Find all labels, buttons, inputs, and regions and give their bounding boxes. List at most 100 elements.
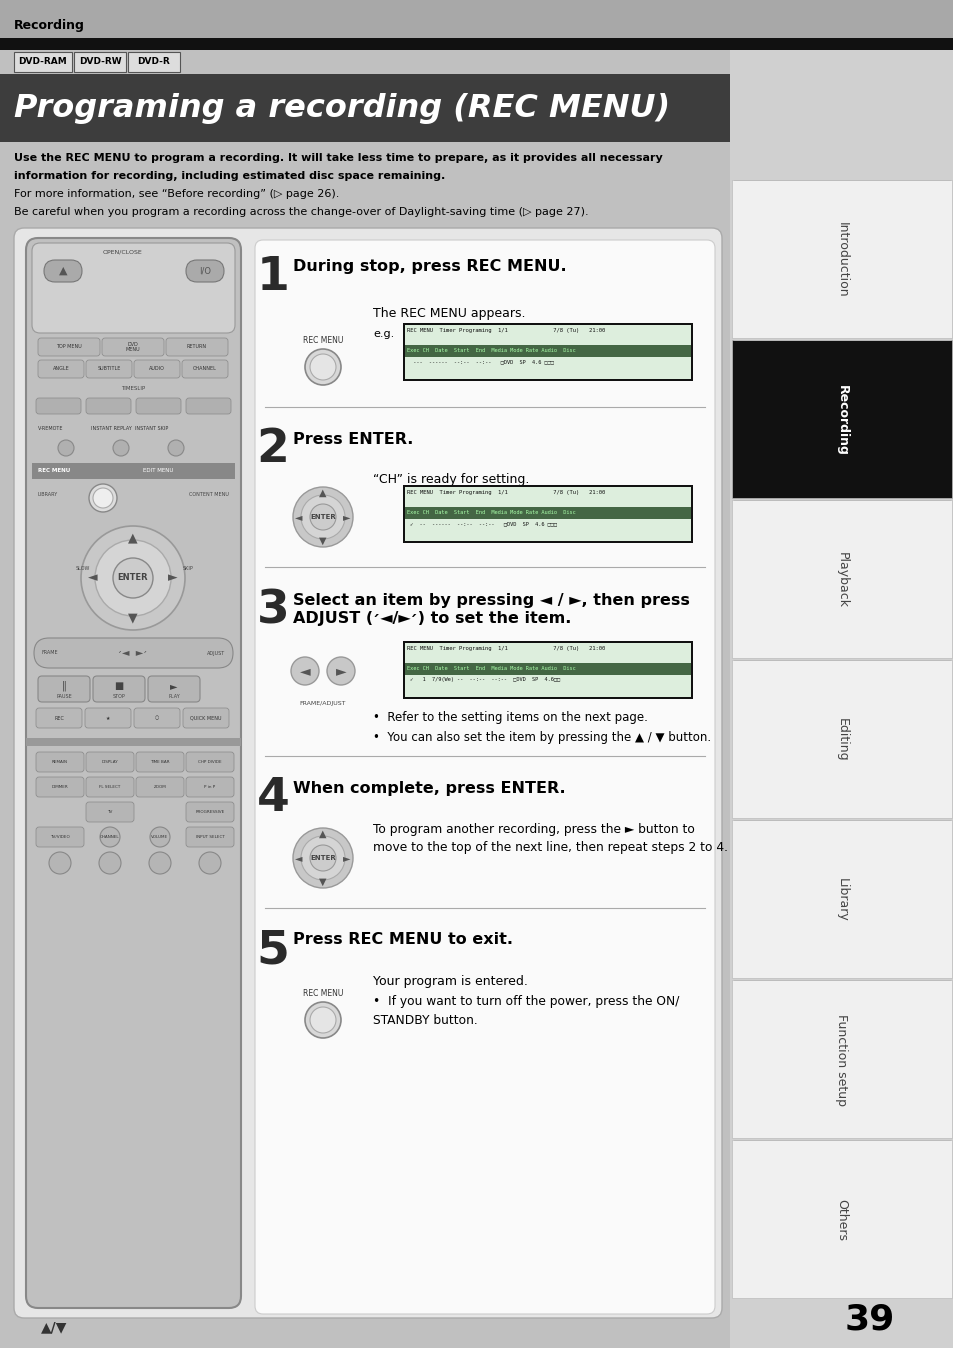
Text: •  Refer to the setting items on the next page.: • Refer to the setting items on the next…	[373, 710, 647, 724]
Text: ZOOM: ZOOM	[153, 785, 166, 789]
Text: Press ENTER.: Press ENTER.	[293, 431, 413, 446]
Text: Editing: Editing	[835, 718, 847, 762]
Text: Exec CH  Date  Start  End  Media Mode Rate Audio  Disc: Exec CH Date Start End Media Mode Rate A…	[407, 666, 576, 671]
Text: EDIT MENU: EDIT MENU	[143, 469, 173, 473]
FancyBboxPatch shape	[38, 675, 90, 702]
Circle shape	[49, 852, 71, 874]
Circle shape	[293, 828, 353, 888]
Text: Library: Library	[835, 878, 847, 922]
Circle shape	[100, 828, 120, 847]
Text: FRAME: FRAME	[42, 651, 58, 655]
FancyBboxPatch shape	[731, 661, 951, 818]
Circle shape	[310, 1007, 335, 1033]
Text: RETURN: RETURN	[187, 345, 207, 349]
Text: DVD-RAM: DVD-RAM	[19, 58, 68, 66]
Circle shape	[301, 836, 345, 880]
Text: ►: ►	[170, 681, 177, 692]
FancyBboxPatch shape	[136, 776, 184, 797]
FancyBboxPatch shape	[731, 181, 951, 338]
FancyBboxPatch shape	[0, 0, 729, 38]
FancyBboxPatch shape	[36, 776, 84, 797]
FancyBboxPatch shape	[186, 398, 231, 414]
Text: FL SELECT: FL SELECT	[99, 785, 121, 789]
FancyBboxPatch shape	[405, 487, 690, 541]
Text: Introduction: Introduction	[835, 222, 847, 298]
FancyBboxPatch shape	[166, 338, 228, 356]
FancyBboxPatch shape	[182, 360, 228, 377]
Text: DIMMER: DIMMER	[51, 785, 69, 789]
Text: Others: Others	[835, 1198, 847, 1242]
Circle shape	[89, 484, 117, 512]
Text: ▼: ▼	[128, 612, 137, 624]
Text: PROGRESSIVE: PROGRESSIVE	[195, 810, 224, 814]
FancyBboxPatch shape	[729, 0, 953, 38]
Text: SLOW: SLOW	[75, 566, 91, 570]
Circle shape	[99, 852, 121, 874]
Text: REC: REC	[54, 716, 64, 720]
Circle shape	[95, 541, 171, 616]
Text: ►: ►	[343, 512, 351, 522]
Text: To program another recording, press the ► button to: To program another recording, press the …	[373, 824, 694, 836]
FancyBboxPatch shape	[402, 485, 692, 543]
Text: The REC MENU appears.: The REC MENU appears.	[373, 307, 525, 319]
FancyBboxPatch shape	[186, 776, 233, 797]
Text: •  You can also set the item by pressing the ▲ / ▼ button.: • You can also set the item by pressing …	[373, 731, 710, 744]
Text: TV/VIDEO: TV/VIDEO	[51, 834, 70, 838]
Circle shape	[291, 656, 318, 685]
FancyBboxPatch shape	[186, 828, 233, 847]
Text: ADJUST: ADJUST	[207, 651, 225, 655]
FancyBboxPatch shape	[26, 239, 241, 1308]
FancyBboxPatch shape	[136, 752, 184, 772]
Text: DISPLAY: DISPLAY	[102, 760, 118, 764]
FancyBboxPatch shape	[128, 53, 180, 71]
FancyBboxPatch shape	[402, 642, 692, 700]
Text: 2: 2	[256, 427, 289, 472]
Text: Exec CH  Date  Start  End  Media Mode Rate Audio  Disc: Exec CH Date Start End Media Mode Rate A…	[407, 349, 576, 353]
Text: ▼: ▼	[319, 537, 327, 546]
Text: ✓  --  ------  --:--  --:--   □DVD  SP  4.6 □□□: ✓ -- ------ --:-- --:-- □DVD SP 4.6 □□□	[407, 520, 557, 526]
Text: SKIP: SKIP	[182, 566, 193, 570]
Text: TIME BAR: TIME BAR	[150, 760, 170, 764]
Text: INPUT SELECT: INPUT SELECT	[195, 834, 224, 838]
Text: ◄: ◄	[299, 665, 310, 678]
Text: ▲: ▲	[319, 829, 327, 838]
Text: ▲/▼: ▲/▼	[41, 1320, 68, 1335]
Circle shape	[310, 845, 335, 871]
FancyBboxPatch shape	[254, 240, 714, 1314]
FancyBboxPatch shape	[86, 802, 133, 822]
Text: e.g.: e.g.	[373, 329, 394, 338]
Text: DVD-RW: DVD-RW	[78, 58, 121, 66]
Text: ANGLE: ANGLE	[52, 367, 70, 372]
Text: “CH” is ready for setting.: “CH” is ready for setting.	[373, 473, 529, 487]
FancyBboxPatch shape	[133, 708, 180, 728]
Text: Your program is entered.: Your program is entered.	[373, 975, 527, 988]
Text: I/O: I/O	[199, 267, 211, 275]
FancyBboxPatch shape	[731, 500, 951, 658]
Circle shape	[81, 526, 185, 630]
Text: ENTER: ENTER	[117, 573, 148, 582]
Text: P in P: P in P	[204, 785, 215, 789]
Text: ׳◄  ►׳: ׳◄ ►׳	[118, 648, 148, 658]
Circle shape	[327, 656, 355, 685]
FancyBboxPatch shape	[148, 675, 200, 702]
FancyBboxPatch shape	[405, 663, 690, 675]
Text: Recording: Recording	[835, 384, 847, 456]
FancyBboxPatch shape	[183, 708, 229, 728]
Text: CONTENT MENU: CONTENT MENU	[189, 492, 229, 497]
FancyBboxPatch shape	[36, 708, 82, 728]
Text: VOLUME: VOLUME	[152, 834, 169, 838]
Text: STANDBY button.: STANDBY button.	[373, 1014, 477, 1027]
FancyBboxPatch shape	[36, 752, 84, 772]
FancyBboxPatch shape	[102, 338, 164, 356]
Text: CHANNEL: CHANNEL	[193, 367, 216, 372]
Text: PAUSE: PAUSE	[56, 694, 71, 700]
Text: ‖: ‖	[62, 681, 67, 692]
FancyBboxPatch shape	[92, 675, 145, 702]
Text: ---  ------  --:--  --:--   □DVD  SP  4.6 □□□: --- ------ --:-- --:-- □DVD SP 4.6 □□□	[407, 359, 554, 364]
Text: Function setup: Function setup	[835, 1014, 847, 1105]
FancyBboxPatch shape	[186, 752, 233, 772]
Text: ○: ○	[154, 716, 159, 720]
Text: ENTER: ENTER	[310, 855, 335, 861]
FancyBboxPatch shape	[729, 38, 953, 50]
Circle shape	[150, 828, 170, 847]
